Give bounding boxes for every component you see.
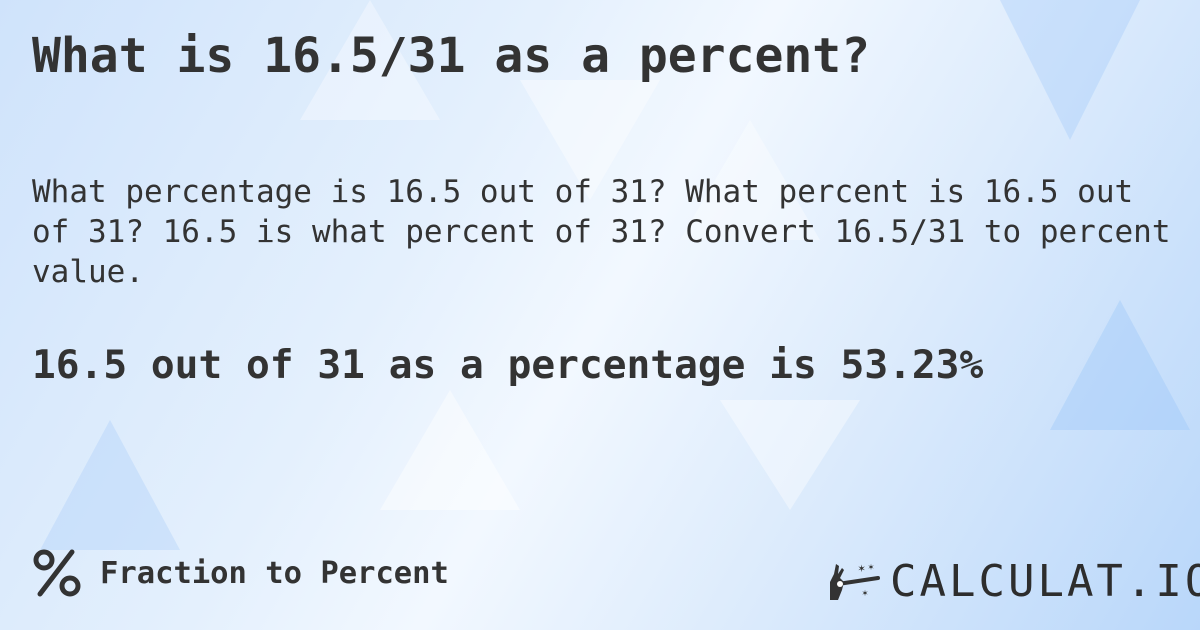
svg-text:✶: ✶: [862, 588, 868, 599]
logo-text: CALCULAT.IO: [890, 556, 1200, 607]
answer-text: 16.5 out of 31 as a percentage is 53.23%: [32, 342, 984, 388]
question-text: What percentage is 16.5 out of 31? What …: [32, 174, 1171, 290]
svg-text:✶: ✶: [868, 562, 874, 573]
svg-text:✶: ✶: [858, 561, 865, 575]
footer-label: Fraction to Percent: [100, 555, 449, 591]
footer-category: Fraction to Percent: [32, 548, 449, 598]
magic-hand-wand-icon: ✶ ✶ ✶: [830, 561, 880, 600]
calculat-io-logo: ✶ ✶ ✶ CALCULAT.IO: [828, 556, 1200, 607]
percent-icon: [33, 549, 81, 597]
page-title: What is 16.5/31 as a percent?: [32, 28, 871, 84]
